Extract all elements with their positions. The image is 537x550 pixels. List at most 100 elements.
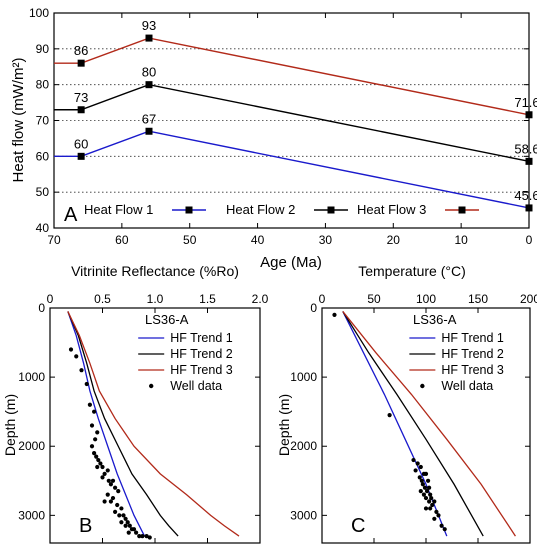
panel-c-well-data-point (421, 492, 427, 497)
panel-c-trend-line-3 (342, 311, 516, 537)
panel-a-point (145, 127, 153, 135)
panel-b-well-data-point (74, 354, 79, 359)
panel-a-point (525, 204, 533, 212)
panel-c-well-data-point (423, 495, 429, 501)
panel-a-data-label: 73 (74, 90, 88, 105)
panel-a-data-label: 58.6 (514, 141, 537, 156)
panel-c-well-data-point (427, 499, 432, 504)
panel-b-well-data-point (95, 430, 100, 435)
panel-b-well-data-point (131, 527, 137, 532)
panel-a-x-tick-label: 60 (115, 233, 129, 247)
panel-b-well-data-point (119, 506, 124, 511)
panel-b-well-data-point (140, 533, 145, 539)
panel-b-well-data-point (123, 523, 128, 528)
panel-b-x-tick-label: 1.0 (147, 292, 164, 306)
panel-a-x-tick-label: 40 (251, 233, 265, 247)
panel-b-well-data-point (68, 347, 74, 352)
panel-c-well-data-point (428, 506, 433, 511)
panel-a-data-label: 71.6 (514, 95, 537, 110)
panel-c-well-data-point (387, 413, 392, 418)
panel-a-y-tick-label: 70 (36, 114, 50, 128)
panel-a-data-label: 80 (142, 65, 156, 80)
panel-c-well-data-point (442, 527, 447, 532)
panel-c-well-data-point (332, 312, 337, 318)
panel-c-legend: HF Trend 1 HF Trend 2 HF Trend 3 Well data (409, 331, 504, 393)
panel-a-x-tick-label: 70 (47, 233, 61, 247)
panel-b-ylabel: Depth (m) (2, 394, 18, 456)
panel-b-well-data-point (119, 520, 124, 525)
panel-a-x-tick-label: 50 (183, 233, 197, 247)
panel-a-legend-marker (458, 206, 466, 214)
panel-c-legend-label: HF Trend 2 (441, 347, 504, 361)
panel-a-label: A (64, 204, 78, 226)
panel-b-label: B (79, 515, 92, 537)
panel-c-well-data-point (415, 461, 420, 466)
panel-b-well-data-point (98, 461, 103, 466)
panel-c-well-data-point (418, 464, 423, 470)
panel-c-trend-line-1 (342, 311, 448, 537)
panel-b-well-data-point (106, 478, 111, 483)
panel-b-well-data-point (79, 368, 84, 373)
panel-b-well-data-point (108, 482, 113, 487)
panel-c-well-data-point (425, 478, 431, 483)
panel-b-well-data-point (113, 485, 118, 490)
panel-a-legend-marker (327, 206, 335, 214)
panel-c-y-tick-label: 1000 (290, 370, 317, 384)
panel-a-x-tick-label: 20 (387, 233, 401, 247)
panel-c-title: LS36-A (413, 312, 457, 327)
panel-a-point (77, 106, 85, 114)
panel-b-well-data-point (144, 533, 149, 539)
panel-b-trend-line-1 (67, 311, 146, 537)
panel-a-data-label: 45.6 (514, 188, 537, 203)
panel-b-series (67, 311, 240, 540)
panel-c-y-tick-label: 2000 (290, 439, 317, 453)
panel-b-well-data-point (125, 520, 130, 525)
panel-c-well-data-point (423, 471, 429, 476)
panel-a-grid (54, 48, 529, 193)
panel-b-well-data-point (115, 502, 120, 508)
panel-a-y-tick-label: 60 (36, 149, 50, 163)
panel-c-legend-label: HF Trend 3 (441, 363, 504, 377)
panel-a-y-tick-label: 50 (36, 185, 50, 199)
panel-c-well-data-point (419, 478, 424, 483)
panel-b-legend-label: HF Trend 3 (170, 363, 233, 377)
panel-a-point (525, 111, 533, 119)
panel-a-series-line-3 (54, 37, 530, 116)
panel-c-well-data-point (436, 513, 441, 518)
panel-b-well-data-point (92, 409, 97, 414)
panel-a-y-tick-label: 40 (36, 221, 50, 235)
panel-a-x-tick-label: 0 (526, 233, 533, 247)
panel-a-y-tick-label: 80 (36, 78, 50, 92)
panel-c-well-data-point (439, 523, 444, 528)
panel-a-legend: Heat Flow 1 Heat Flow 2 Heat Flow 3 (84, 202, 479, 217)
panel-c-y-tick-label: 3000 (290, 508, 317, 522)
panel-c-well-data-point (429, 495, 434, 501)
panel-b-well-data-point (87, 402, 92, 407)
panel-b-trend-line-3 (67, 311, 240, 537)
panel-a-legend-marker (185, 206, 193, 214)
panel-b-y-tick-label: 0 (38, 301, 45, 315)
panel-a-series-line-1 (54, 130, 530, 209)
panel-c-well-data-point (427, 485, 432, 490)
panel-a-data-label: 86 (74, 43, 88, 58)
panel-a-series-line-2 (54, 83, 530, 163)
panel-a-xlabel: Age (Ma) (260, 254, 322, 271)
panel-a-legend-label: Heat Flow 1 (84, 202, 153, 217)
panel-b-legend-label: HF Trend 1 (170, 331, 233, 345)
panel-c-well-data-point (413, 468, 418, 473)
panel-a-x-tick-label: 30 (319, 233, 333, 247)
panel-b-well-data-point (134, 530, 139, 535)
panel-b-well-data-point (100, 464, 105, 470)
panel-a-point (77, 59, 85, 67)
panel-b-legend-marker (149, 383, 154, 389)
panel-b-well-data-point (108, 499, 113, 504)
panel-b-x-tick-label: 2.0 (252, 292, 269, 306)
panel-c-well-data-point (432, 499, 437, 504)
panel-b-well-data-point (116, 489, 121, 494)
panel-b-x-tick-label: 0.5 (94, 292, 111, 306)
panel-b-well-data-point (102, 499, 107, 504)
